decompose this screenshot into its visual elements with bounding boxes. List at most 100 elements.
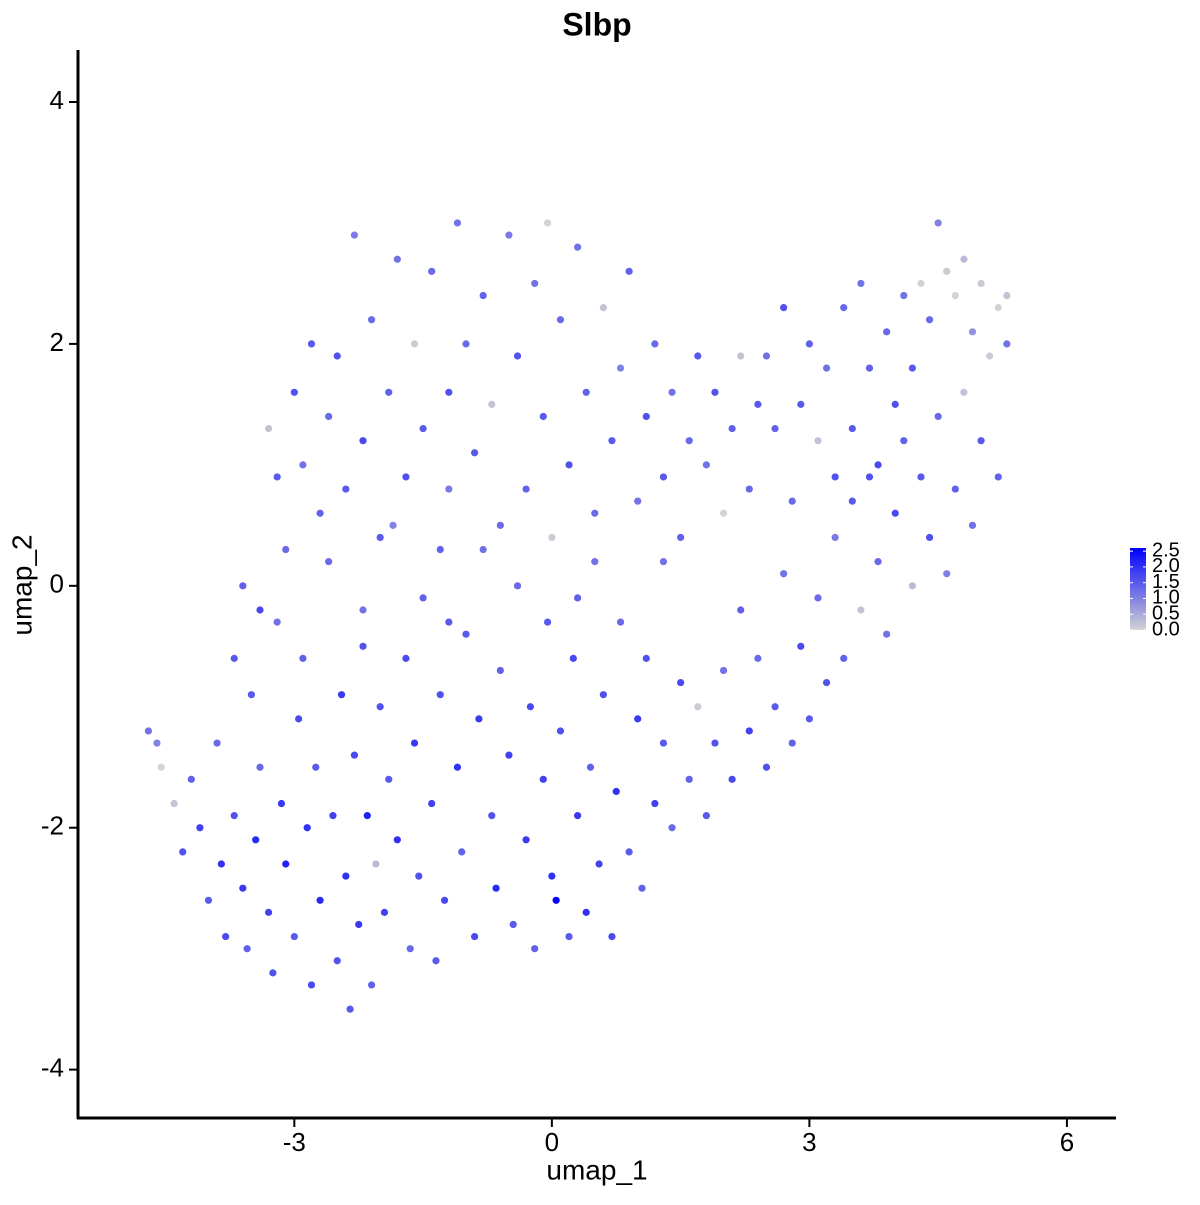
point [917, 279, 925, 288]
point [492, 884, 500, 892]
point [574, 812, 582, 820]
point [968, 521, 977, 529]
point [471, 932, 479, 941]
point [582, 908, 590, 916]
point [440, 896, 449, 904]
point [385, 388, 393, 396]
point [865, 364, 874, 372]
point [367, 316, 376, 324]
point [565, 932, 573, 941]
point [543, 219, 552, 227]
point [900, 291, 908, 300]
point [363, 812, 371, 820]
point [359, 437, 367, 445]
point [522, 485, 530, 493]
y-tick-label: -2 [41, 811, 64, 841]
point [282, 860, 290, 868]
point [453, 763, 462, 771]
point [616, 618, 625, 626]
point [659, 473, 668, 481]
point [316, 509, 324, 517]
point [762, 352, 771, 360]
point [432, 957, 440, 965]
point [659, 558, 668, 566]
point [359, 606, 367, 614]
point [599, 691, 607, 699]
y-tick-label: 4 [50, 85, 64, 115]
point [479, 545, 487, 554]
point [256, 763, 264, 771]
point [299, 654, 307, 662]
point [543, 618, 552, 626]
point [436, 691, 444, 699]
point [462, 630, 470, 638]
point [531, 945, 539, 953]
point [419, 594, 427, 602]
point [290, 388, 298, 396]
point [737, 606, 745, 614]
point [728, 775, 736, 783]
point [488, 400, 496, 408]
point [651, 799, 659, 808]
point [350, 751, 359, 759]
point [462, 340, 470, 348]
point [883, 328, 891, 336]
point [822, 678, 831, 687]
point [745, 727, 753, 735]
point [788, 739, 796, 747]
point [346, 1005, 354, 1013]
point [187, 775, 195, 783]
point [857, 606, 865, 614]
point [780, 304, 788, 312]
x-tick-label: 0 [545, 1127, 559, 1157]
chart-title: Slbp [562, 6, 631, 42]
point [217, 860, 225, 868]
y-axis-title: umap_2 [6, 534, 37, 635]
point [307, 981, 316, 989]
point [951, 485, 959, 493]
point [994, 473, 1002, 481]
point [814, 594, 822, 602]
point [389, 521, 397, 529]
point [376, 533, 384, 542]
point [419, 424, 427, 433]
point [925, 533, 934, 542]
point [874, 558, 882, 566]
point [642, 654, 650, 662]
point [599, 304, 607, 312]
point [960, 255, 968, 263]
point [574, 243, 582, 251]
point [256, 606, 264, 614]
point [994, 304, 1002, 312]
point [402, 473, 410, 481]
point [355, 920, 363, 929]
point [295, 715, 303, 723]
point [891, 509, 899, 517]
point [556, 727, 565, 735]
point [471, 449, 479, 457]
point [273, 618, 281, 626]
legend-label: 0.5 [1152, 603, 1180, 625]
point [213, 739, 221, 747]
point [329, 812, 337, 820]
point [445, 485, 453, 493]
point [638, 884, 646, 892]
point [312, 763, 320, 771]
point [445, 388, 453, 396]
point [333, 352, 341, 360]
point [157, 763, 165, 771]
point [1003, 340, 1011, 348]
point [745, 485, 753, 493]
point [694, 703, 702, 711]
point [591, 558, 599, 566]
point [762, 763, 771, 771]
point [569, 654, 577, 662]
point [522, 836, 530, 844]
point [436, 545, 444, 554]
point [943, 267, 951, 275]
point [402, 654, 410, 662]
point [393, 836, 401, 844]
point [840, 654, 848, 662]
point [831, 473, 839, 481]
